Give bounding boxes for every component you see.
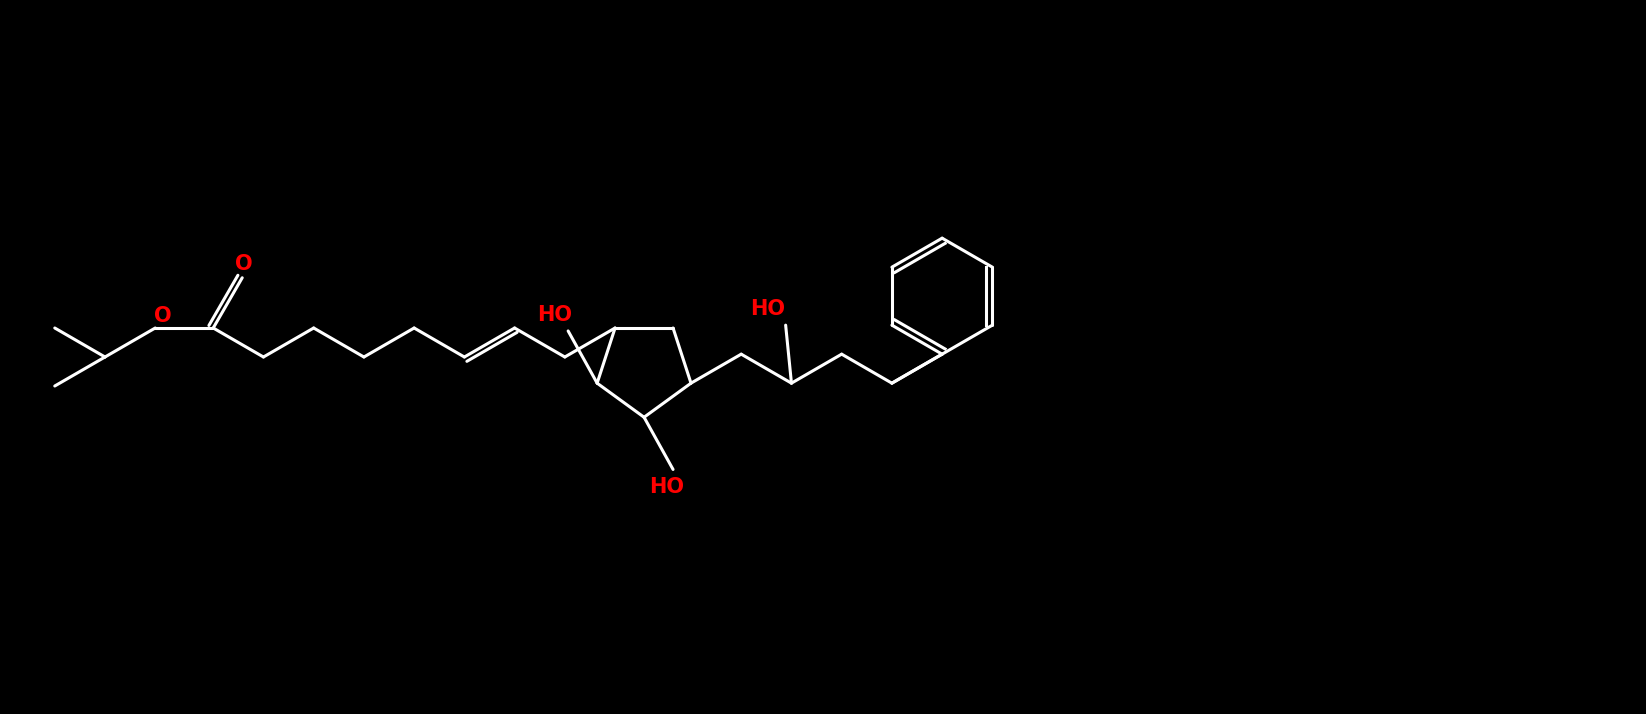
Text: HO: HO <box>537 305 571 325</box>
Text: HO: HO <box>751 299 785 319</box>
Text: O: O <box>235 253 253 273</box>
Text: O: O <box>155 306 173 326</box>
Text: HO: HO <box>650 478 685 498</box>
